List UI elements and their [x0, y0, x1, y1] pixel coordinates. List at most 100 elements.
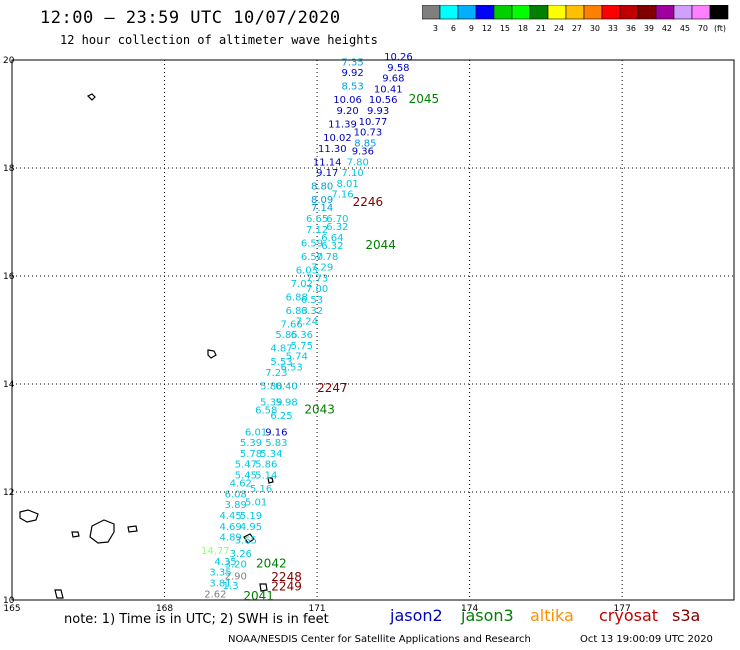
generation-timestamp: Oct 13 19:00:09 UTC 2020	[580, 634, 713, 645]
colorbar-swatch	[457, 5, 477, 20]
wave-height-value: 6.53	[281, 363, 303, 374]
colorbar-swatch	[511, 5, 531, 20]
colorbar-swatch	[601, 5, 621, 20]
wave-height-value: 7.14	[311, 203, 333, 214]
wave-height-value: 7.66	[281, 319, 303, 330]
wave-height-value: 6.53	[301, 295, 323, 306]
wave-height-value: 7.12	[306, 225, 328, 236]
wave-height-value: 5.86	[255, 460, 277, 471]
longitude-label: 168	[156, 604, 173, 614]
island-outline	[207, 349, 217, 359]
colorbar-label: 36	[626, 24, 636, 33]
wave-height-value: 5.19	[240, 511, 262, 522]
wave-height-value: 5.39	[240, 438, 262, 449]
wave-height-value: 6.36	[291, 330, 313, 341]
wave-height-value: 6.83	[286, 306, 308, 317]
colorbar-label: 30	[590, 24, 600, 33]
colorbar-label: 15	[500, 24, 510, 33]
wave-height-value: 4.45	[220, 511, 242, 522]
pass-time-label: 2044	[365, 238, 396, 252]
wave-height-value: 6.50	[301, 252, 323, 263]
longitude-label: 165	[3, 604, 20, 614]
colorbar-swatch	[619, 5, 639, 20]
colorbar-swatch	[673, 5, 693, 20]
island-outline	[19, 509, 39, 523]
wave-height-colorbar: 3 6 9 12 15 18 21 24 27 30 33 36 39 42 45 70 (ft)	[422, 5, 729, 33]
wave-height-value: 5.45	[235, 471, 257, 482]
island-outline	[127, 525, 138, 533]
wave-height-value: 7.02	[291, 279, 313, 290]
wave-height-value: 9.92	[342, 68, 364, 79]
longitude-label: 177	[614, 604, 631, 614]
wave-height-value: 5.39	[260, 398, 282, 409]
wave-height-value: 7.00	[306, 284, 328, 295]
colorbar-label: 3	[433, 24, 438, 33]
colorbar-swatch	[493, 5, 513, 20]
wave-height-value: 14.77	[201, 546, 230, 557]
wave-height-value: 1.3	[223, 581, 239, 592]
satellite-legend-cryosat: cryosat	[599, 606, 659, 625]
wave-height-value: 7.29	[311, 263, 333, 274]
island-outline	[243, 533, 255, 544]
wave-height-value: 9.20	[336, 106, 358, 117]
wave-height-value: 2.62	[204, 589, 226, 600]
colorbar-label: 9	[469, 24, 474, 33]
pass-time-label: 2246	[353, 195, 384, 209]
wave-height-value: 6.01	[245, 427, 267, 438]
colorbar-label: 18	[518, 24, 528, 33]
wave-height-value: 3.35	[209, 568, 231, 579]
wave-height-value: 9.17	[316, 168, 338, 179]
wave-height-value: 6.88	[286, 292, 308, 303]
wave-height-value: 7.73	[306, 273, 328, 284]
wave-height-value: 9.16	[265, 427, 287, 438]
wave-height-value: 3.20	[225, 560, 247, 571]
wave-height-value: 6.65	[306, 214, 328, 225]
wave-height-value: 4.62	[230, 479, 252, 490]
colorbar-swatch	[475, 5, 495, 20]
pass-time-label: 2042	[256, 557, 287, 571]
pass-time-label: 2041	[243, 589, 274, 603]
satellite-legend-jason2: jason2	[390, 606, 443, 625]
wave-height-value: 4.89	[220, 533, 242, 544]
wave-height-value: 5.47	[235, 460, 257, 471]
wave-height-value: 6.58	[255, 406, 277, 417]
wave-height-value: 7.80	[347, 157, 369, 168]
colorbar-label: 45	[680, 24, 690, 33]
pass-time-label: 2043	[304, 403, 335, 417]
wave-height-value: 5.98	[275, 398, 297, 409]
wave-height-value: 9.68	[382, 74, 404, 85]
wave-height-value: 5.83	[265, 438, 287, 449]
wave-height-value: 8.53	[342, 82, 364, 93]
wave-height-value: 6.08	[225, 489, 247, 500]
wave-height-value: 8.09	[311, 195, 333, 206]
colorbar-label: 39	[644, 24, 654, 33]
island-outline	[71, 531, 80, 538]
page-title: 12:00 — 23:59 UTC 10/07/2020	[40, 8, 341, 28]
wave-height-value: 3.26	[230, 549, 252, 560]
wave-height-value: 11.30	[318, 144, 347, 155]
latitude-label: 20	[3, 56, 15, 66]
wave-height-value: 10.73	[354, 128, 383, 139]
wave-height-value: 10.26	[384, 52, 413, 63]
island-outline	[86, 93, 96, 101]
latitude-label: 12	[3, 488, 14, 498]
colorbar-swatch	[709, 5, 729, 20]
satellite-legend-altika: altika	[530, 606, 574, 625]
colorbar-swatch	[529, 5, 549, 20]
colorbar-label: 12	[482, 24, 492, 33]
pass-time-label: 2045	[409, 92, 440, 106]
wave-height-value: 7.16	[331, 190, 353, 201]
satellite-legend-s3a: s3a	[672, 606, 701, 625]
colorbar-swatch	[439, 5, 459, 20]
wave-height-value: 3.81	[209, 579, 231, 590]
colorbar-label: 33	[608, 24, 618, 33]
island-outline	[259, 583, 268, 592]
units-note: note: 1) Time is in UTC; 2) SWH is in fe…	[64, 612, 329, 627]
latitude-label: 18	[3, 164, 15, 174]
wave-height-value: 5.75	[291, 341, 313, 352]
colorbar-swatch	[583, 5, 603, 20]
wave-height-value: 11.14	[313, 157, 342, 168]
satellite-legend-jason3: jason3	[461, 606, 514, 625]
wave-height-value: 7.78	[316, 252, 338, 263]
wave-height-value: 6.32	[321, 241, 343, 252]
